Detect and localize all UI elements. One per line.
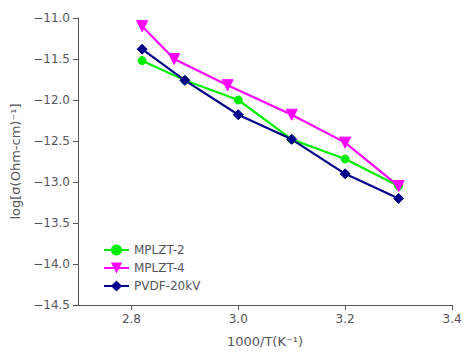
svg-text:3.4: 3.4 — [442, 312, 461, 326]
svg-text:−11.0: −11.0 — [33, 11, 70, 25]
svg-text:−14.5: −14.5 — [33, 298, 70, 312]
svg-text:MPLZT-4: MPLZT-4 — [134, 261, 185, 275]
svg-text:PVDF-20kV: PVDF-20kV — [134, 279, 201, 293]
svg-text:3.0: 3.0 — [229, 312, 248, 326]
svg-text:−14.0: −14.0 — [33, 257, 70, 271]
svg-text:−12.0: −12.0 — [33, 93, 70, 107]
svg-text:−11.5: −11.5 — [33, 52, 70, 66]
svg-text:−13.5: −13.5 — [33, 216, 70, 230]
svg-text:−12.5: −12.5 — [33, 134, 70, 148]
svg-text:1000/T(K⁻¹): 1000/T(K⁻¹) — [227, 334, 303, 349]
svg-text:2.8: 2.8 — [122, 312, 141, 326]
svg-text:−13.0: −13.0 — [33, 175, 70, 189]
svg-text:log[σ(Ohm-cm)⁻¹]: log[σ(Ohm-cm)⁻¹] — [8, 103, 23, 219]
svg-text:3.2: 3.2 — [336, 312, 355, 326]
svg-text:MPLZT-2: MPLZT-2 — [134, 243, 185, 257]
